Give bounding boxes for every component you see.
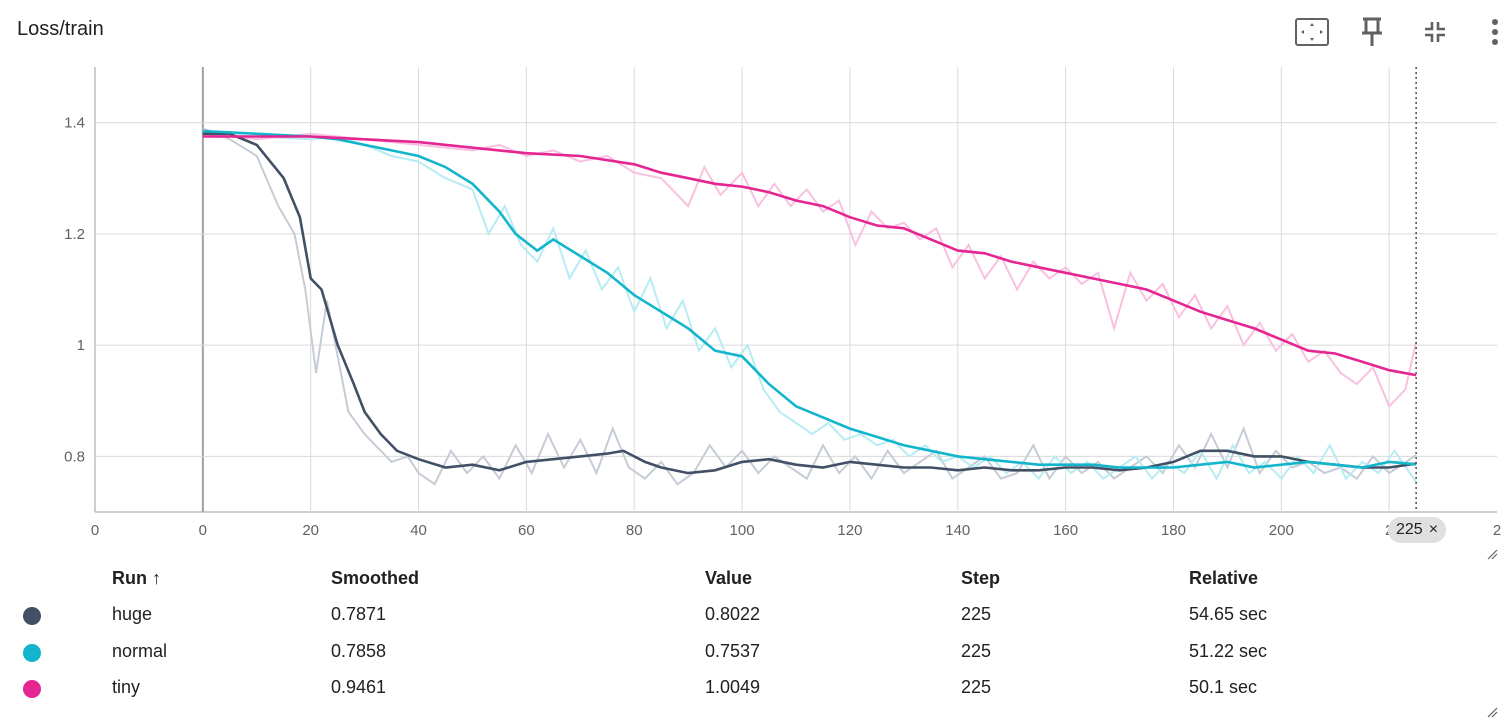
y-tick-label: 1.4 [64, 115, 85, 132]
x-tick-label: 2 [1493, 522, 1501, 539]
series-raw-tiny [202, 132, 1418, 409]
relative-time: 50.1 sec [1189, 677, 1258, 697]
chart-toolbar [1270, 12, 1510, 52]
resize-handle-icon[interactable] [1486, 706, 1498, 718]
series-raw-huge [202, 127, 1417, 486]
value-header: Value [705, 568, 753, 588]
y-tick-label: 0.8 [64, 448, 85, 465]
more-vert-icon [1492, 19, 1498, 45]
line-chart[interactable]: 0020406080100120140160180200220.811.21.4 [0, 0, 1510, 560]
pin-icon [1362, 17, 1382, 46]
relative-time: 51.22 sec [1189, 641, 1268, 661]
step-chip[interactable]: 225 × [1388, 517, 1447, 543]
collapse-icon [1425, 22, 1445, 42]
x-tick-label: 140 [945, 522, 970, 539]
series-line-huge [202, 132, 1417, 475]
fit-domain-button[interactable] [1292, 12, 1332, 52]
run-name: normal [112, 641, 168, 661]
raw-value: 0.8022 [705, 604, 761, 624]
x-tick-label: 20 [302, 522, 319, 539]
table-header: Run ↑ Smoothed Value Step Relative [0, 560, 1510, 596]
table-row: tiny 0.9461 1.0049 225 50.1 sec [0, 669, 1510, 705]
step-header: Step [961, 568, 1001, 588]
x-tick-label: 200 [1269, 522, 1294, 539]
series-raw-normal [202, 132, 1417, 483]
series-line-tiny [202, 135, 1417, 377]
x-tick-label: 60 [518, 522, 535, 539]
collapse-button[interactable] [1415, 12, 1455, 52]
x-tick-label: 180 [1161, 522, 1186, 539]
y-tick-label: 1 [77, 337, 85, 354]
step-value: 225 [961, 604, 992, 624]
smoothed-value: 0.9461 [331, 677, 387, 697]
x-tick-label: 160 [1053, 522, 1078, 539]
fit-domain-icon [1295, 18, 1329, 46]
smoothed-value: 0.7871 [331, 604, 387, 624]
x-tick-label: 80 [626, 522, 643, 539]
relative-header: Relative [1189, 568, 1259, 588]
step-value: 225 [961, 641, 992, 661]
relative-time: 54.65 sec [1189, 604, 1268, 624]
raw-value: 1.0049 [705, 677, 761, 697]
resize-handle-icon[interactable] [1486, 548, 1498, 560]
run-color-dot [23, 680, 41, 698]
x-tick-label: 0 [199, 522, 207, 539]
step-value: 225 [961, 677, 992, 697]
more-options-button[interactable] [1475, 12, 1510, 52]
step-chip-value: 225 [1396, 521, 1423, 538]
run-color-dot [23, 607, 41, 625]
x-tick-label: 120 [837, 522, 862, 539]
x-tick-label: 0 [91, 522, 99, 539]
table-row: normal 0.7858 0.7537 225 51.22 sec [0, 633, 1510, 669]
table-row: huge 0.7871 0.8022 225 54.65 sec [0, 596, 1510, 632]
run-name: tiny [112, 677, 141, 697]
raw-value: 0.7537 [705, 641, 761, 661]
smoothed-header: Smoothed [331, 568, 419, 588]
y-tick-label: 1.2 [64, 226, 85, 243]
run-name: huge [112, 604, 153, 624]
card-title: Loss/train [17, 18, 104, 40]
pin-button[interactable] [1352, 12, 1392, 52]
x-tick-label: 100 [730, 522, 755, 539]
x-tick-label: 40 [410, 522, 427, 539]
sort-run-header[interactable]: Run ↑ [112, 568, 161, 588]
run-color-dot [23, 644, 41, 662]
smoothed-value: 0.7858 [331, 641, 387, 661]
close-icon[interactable]: × [1428, 521, 1439, 538]
series-line-normal [202, 129, 1417, 469]
